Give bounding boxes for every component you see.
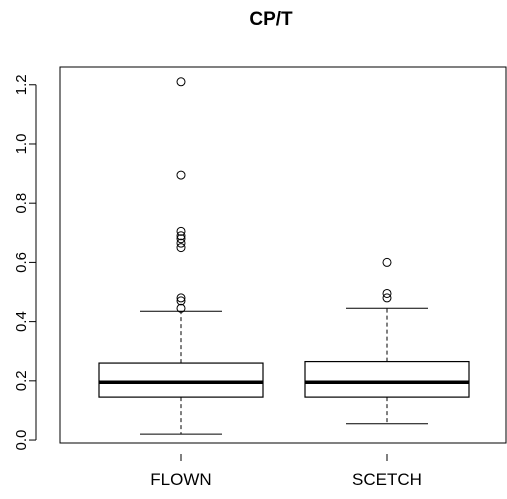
y-tick-label: 0.2 (13, 370, 30, 391)
y-tick-label: 1.2 (13, 74, 30, 95)
outlier-point (382, 293, 392, 303)
y-axis: 0.0 0.2 0.4 0.6 0.8 1.0 1.2 (13, 74, 37, 451)
x-category-label: SCETCH (352, 470, 422, 489)
iqr-box (304, 360, 470, 398)
boxes-group (98, 77, 470, 435)
outlier-point (176, 231, 186, 241)
outlier-point (382, 257, 392, 267)
iqr-box (98, 362, 264, 398)
chart-title: CP/T (249, 9, 293, 30)
x-axis: FLOWN SCETCH (150, 454, 422, 489)
outlier-point (176, 234, 186, 244)
y-tick-label: 0.8 (13, 193, 30, 214)
outlier-point (176, 303, 186, 313)
plot-frame (59, 66, 507, 444)
outlier-point (176, 170, 186, 180)
outlier-point (176, 293, 186, 303)
outlier-point (176, 77, 186, 87)
outlier-point (382, 288, 392, 298)
y-tick-label: 0.0 (13, 430, 30, 451)
y-tick-label: 0.6 (13, 252, 30, 273)
y-tick-label: 1.0 (13, 134, 30, 155)
y-tick-label: 0.4 (13, 311, 30, 332)
outlier-point (176, 238, 186, 248)
outlier-point (176, 296, 186, 306)
box-flown (98, 77, 264, 435)
x-category-label: FLOWN (150, 470, 211, 489)
box-scetch (304, 257, 470, 425)
outlier-point (176, 243, 186, 253)
outlier-point (176, 226, 186, 236)
